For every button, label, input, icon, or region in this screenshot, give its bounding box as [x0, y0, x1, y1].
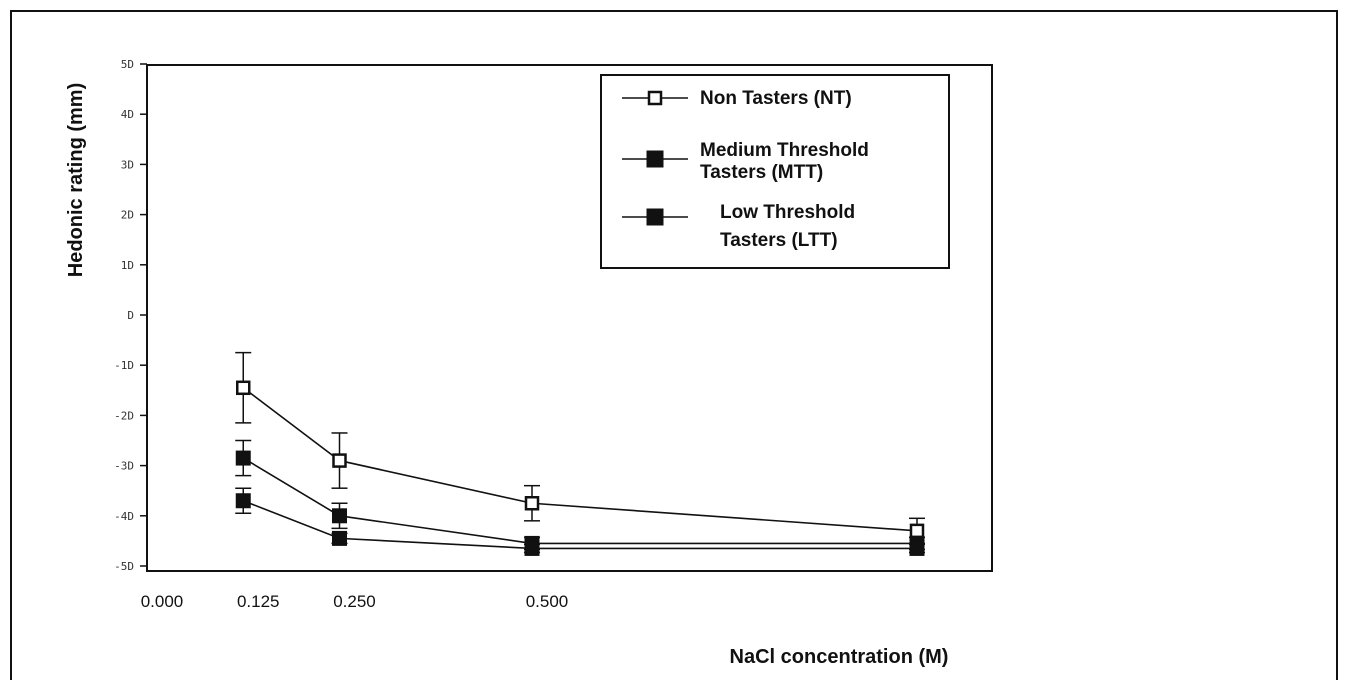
y-tick-label: 4D [121, 108, 134, 121]
x-tick-label: 0.500 [526, 592, 569, 611]
y-tick-label: 2D [121, 209, 134, 222]
data-point [332, 508, 347, 524]
data-point [524, 496, 540, 511]
y-tick-label: -1D [114, 359, 134, 372]
series-line [242, 499, 917, 550]
y-tick-label: D [127, 309, 134, 322]
legend-label: Tasters (LTT) [720, 230, 838, 251]
data-point [236, 380, 251, 396]
y-axis-title: Hedonic rating (mm) [65, 83, 87, 277]
legend-label: Tasters (MTT) [700, 162, 823, 183]
data-point [332, 453, 347, 468]
data-point [909, 540, 925, 556]
y-tick-label: -4D [114, 510, 134, 523]
plot-area-border [146, 64, 993, 572]
y-tick-label: -3D [114, 460, 134, 473]
legend-box [600, 74, 950, 269]
x-tick-label: 0.250 [333, 592, 376, 611]
data-point [235, 450, 251, 466]
x-tick-label: 0.125 [237, 592, 280, 611]
legend-marker [646, 150, 664, 168]
data-point [524, 540, 540, 556]
legend-item-1: Non Tasters (NT) [622, 88, 852, 109]
legend-label: Non Tasters (NT) [700, 88, 852, 109]
y-tick-label: 5D [121, 58, 134, 71]
legend-marker [646, 208, 664, 226]
figure-frame [10, 10, 1338, 680]
x-axis-title: NaCl concentration (M) [730, 646, 949, 668]
y-tick-label: 3D [121, 158, 134, 171]
y-tick-label: 1D [121, 259, 134, 272]
series-line [242, 457, 917, 545]
data-point [235, 493, 251, 509]
legend-label: Medium Threshold [700, 140, 869, 161]
legend-item-3: Low Threshold Tasters (LTT) [622, 202, 855, 251]
x-axis: 0.000 0.125 0.250 0.500 [141, 592, 569, 611]
series-3 [235, 487, 925, 556]
legend-label: Low Threshold [720, 202, 855, 223]
y-tick-label: -2D [114, 409, 134, 422]
series-1 [235, 351, 925, 545]
series-layer [235, 351, 925, 556]
legend: Non Tasters (NT)Medium ThresholdTasters … [600, 74, 950, 269]
x-tick-label: 0.000 [141, 592, 184, 611]
data-point [332, 530, 347, 546]
legend-items: Non Tasters (NT)Medium ThresholdTasters … [622, 88, 869, 251]
series-line [242, 387, 918, 532]
data-point [909, 523, 925, 539]
y-tick-label: -5D [114, 560, 134, 573]
y-axis: 5D 4D 3D 2D 1D D -1D -2D -3D -4D -5D [114, 58, 147, 573]
legend-marker [647, 90, 663, 106]
